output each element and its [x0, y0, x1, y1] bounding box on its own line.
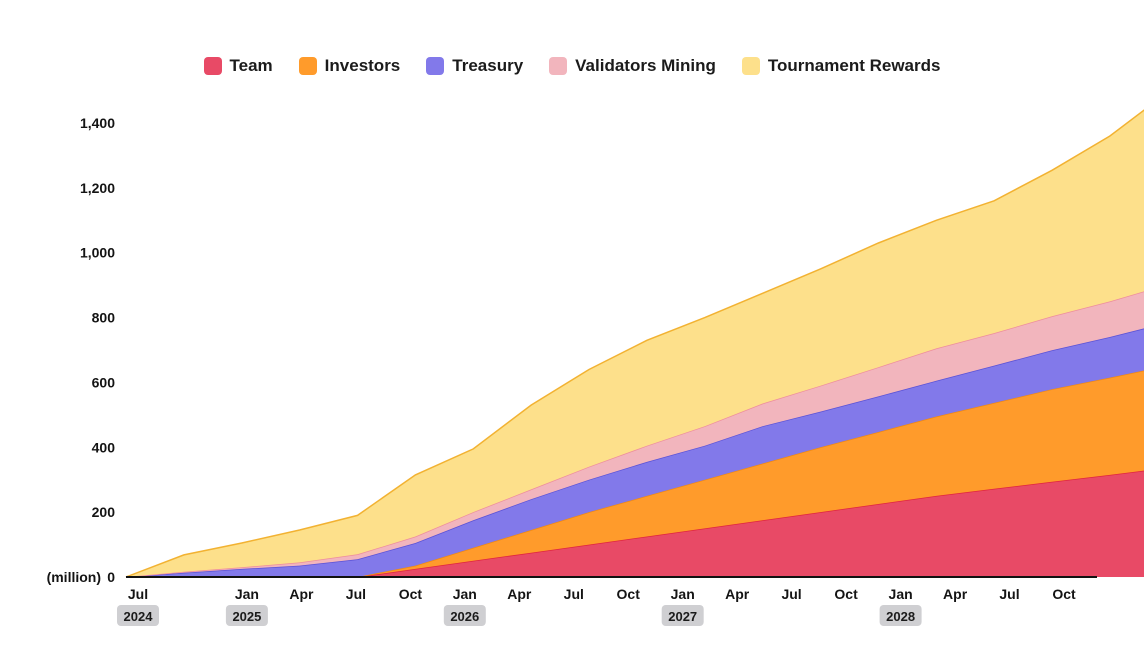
- x-tick-label: Apr: [289, 586, 314, 602]
- year-badge: 2025: [225, 605, 268, 626]
- area-investors: [126, 370, 1144, 577]
- y-tick-label: 800: [92, 310, 116, 326]
- legend-item: Team: [203, 56, 273, 76]
- x-tick-label: Jan: [889, 586, 913, 602]
- y-tick-label: 1,400: [80, 115, 115, 131]
- x-tick-label: Jul: [128, 586, 148, 602]
- area-tournament-rewards: [126, 110, 1144, 577]
- area-edge-tournament-rewards: [125, 109, 1144, 578]
- x-tick-label: Oct: [617, 586, 641, 602]
- x-tick-label: Jul: [781, 586, 801, 602]
- year-label: 2027: [668, 609, 697, 624]
- year-badge: 2026: [443, 605, 486, 626]
- y-tick-label: 400: [92, 439, 116, 455]
- legend-swatch: [741, 57, 760, 75]
- legend-swatch: [298, 57, 317, 75]
- legend-label: Validators Mining: [575, 56, 716, 75]
- year-badge: 2024: [117, 605, 159, 626]
- y-tick-label: 1,000: [80, 245, 115, 261]
- legend-label: Team: [229, 56, 273, 75]
- legend-item: Investors: [298, 56, 401, 76]
- x-tick-label: Oct: [1052, 586, 1076, 602]
- x-tick-label: Apr: [507, 586, 532, 602]
- year-badge-bg: [117, 605, 159, 626]
- y-unit-label: (million): [47, 569, 101, 585]
- year-label: 2026: [450, 609, 479, 624]
- x-tick-label: Apr: [943, 586, 968, 602]
- legend: Team Investors Treasury Validators Mining To…: [0, 56, 1144, 76]
- area-team: [126, 470, 1144, 577]
- legend-swatch: [426, 57, 445, 75]
- x-tick-label: Apr: [725, 586, 750, 602]
- y-tick-label: 200: [92, 504, 116, 520]
- y-tick-label: 0: [107, 569, 115, 585]
- legend-label: Tournament Rewards: [767, 56, 941, 75]
- year-badge-bg: [661, 605, 704, 626]
- legend-label: Investors: [324, 56, 401, 75]
- x-tick-label: Jan: [235, 586, 259, 602]
- year-badge: 2027: [661, 605, 704, 626]
- year-badge-bg: [443, 605, 486, 626]
- x-tick-label: Jan: [671, 586, 695, 602]
- year-badge: 2028: [879, 605, 922, 626]
- x-tick-label: Jul: [564, 586, 584, 602]
- x-tick-label: Jan: [453, 586, 477, 602]
- year-label: 2028: [886, 609, 915, 624]
- legend-swatch: [549, 57, 568, 75]
- legend-item: Tournament Rewards: [741, 56, 941, 76]
- x-tick-label: Jul: [346, 586, 366, 602]
- legend-swatch: [203, 57, 222, 75]
- year-badge-bg: [225, 605, 268, 626]
- y-tick-label: 1,200: [80, 180, 115, 196]
- year-label: 2024: [124, 609, 154, 624]
- legend-label: Treasury: [452, 56, 524, 75]
- legend-item: Validators Mining: [549, 56, 716, 76]
- y-tick-label: 600: [92, 374, 116, 390]
- year-badge-bg: [879, 605, 922, 626]
- year-label: 2025: [232, 609, 261, 624]
- legend-item: Treasury: [426, 56, 523, 76]
- x-tick-label: Oct: [834, 586, 858, 602]
- x-tick-label: Jul: [999, 586, 1019, 602]
- x-tick-label: Oct: [399, 586, 423, 602]
